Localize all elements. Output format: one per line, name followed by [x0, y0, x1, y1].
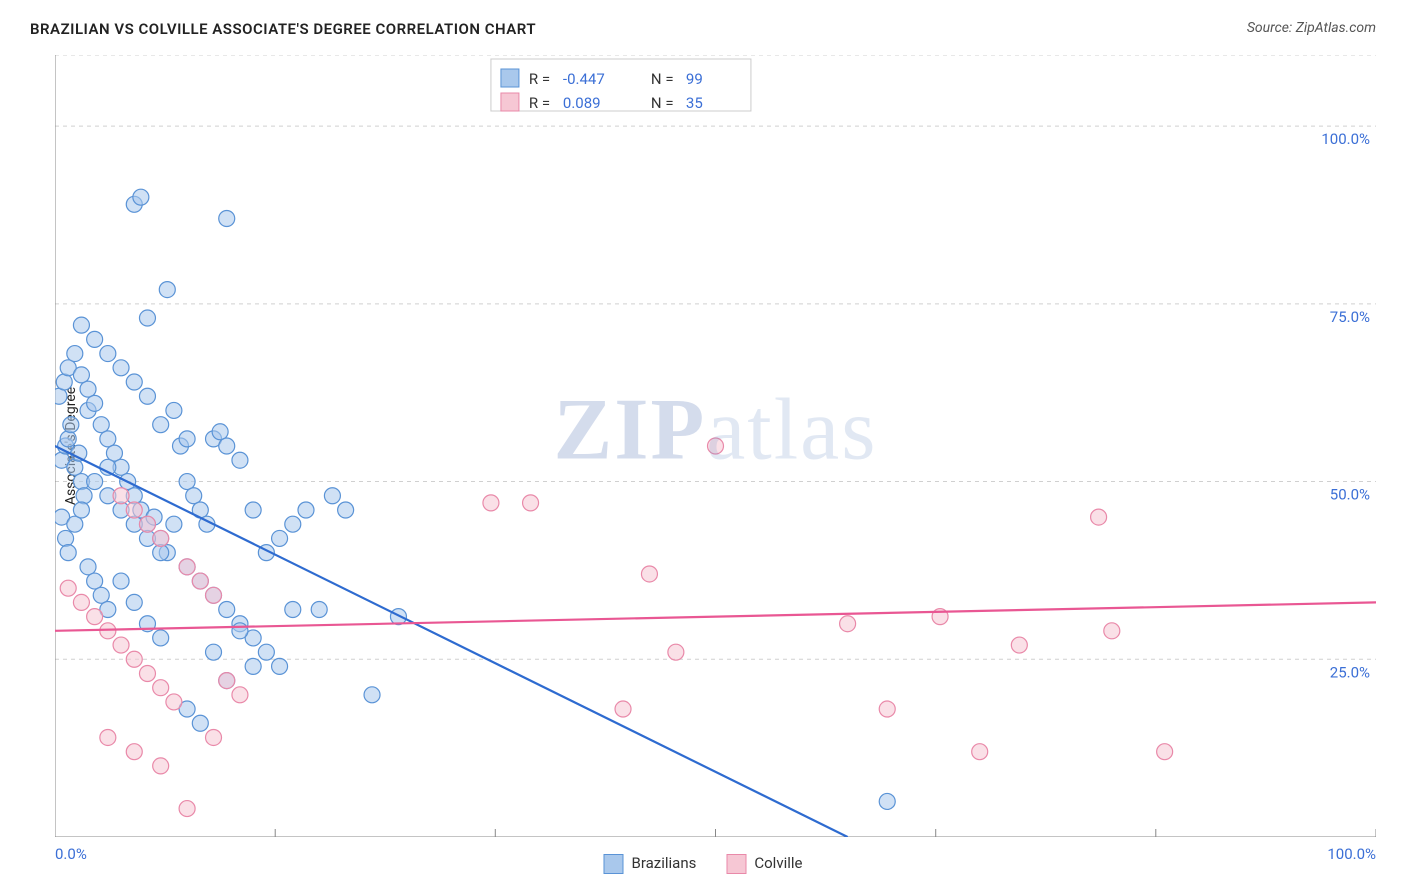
svg-text:50.0%: 50.0%: [1330, 486, 1370, 504]
svg-text:0.089: 0.089: [563, 94, 601, 112]
svg-text:-0.447: -0.447: [563, 70, 605, 88]
chart-title: BRAZILIAN VS COLVILLE ASSOCIATE'S DEGREE…: [30, 20, 536, 38]
x-axis-left-label: 0.0%: [55, 845, 87, 863]
svg-text:75.0%: 75.0%: [1330, 308, 1370, 326]
svg-text:99: 99: [686, 70, 703, 88]
source-label: Source:: [1247, 20, 1296, 36]
svg-text:R =: R =: [529, 94, 550, 112]
plot-area: 25.0% 50.0% 75.0% 100.0% R = -0.447 N = 99 R = 0…: [55, 55, 1376, 837]
svg-text:N =: N =: [651, 94, 674, 112]
svg-text:25.0%: 25.0%: [1330, 663, 1370, 681]
legend-swatch: [603, 854, 623, 874]
source-name: ZipAtlas.com: [1296, 20, 1376, 36]
x-axis-right-label: 100.0%: [1327, 845, 1376, 863]
bottom-legend: Brazilians Colville: [603, 854, 802, 874]
legend-swatch: [726, 854, 746, 874]
svg-text:100.0%: 100.0%: [1321, 130, 1370, 148]
legend-label: Brazilians: [631, 854, 696, 872]
svg-text:N =: N =: [651, 70, 674, 88]
scatter-plot-svg: 25.0% 50.0% 75.0% 100.0% R = -0.447 N = 99 R = 0…: [55, 55, 1376, 837]
legend-item: Colville: [726, 854, 802, 874]
legend-label: Colville: [754, 854, 802, 872]
svg-text:35: 35: [686, 94, 703, 112]
legend-item: Brazilians: [603, 854, 696, 874]
svg-text:R =: R =: [529, 70, 550, 88]
source-attribution: Source: ZipAtlas.com: [1247, 20, 1376, 36]
